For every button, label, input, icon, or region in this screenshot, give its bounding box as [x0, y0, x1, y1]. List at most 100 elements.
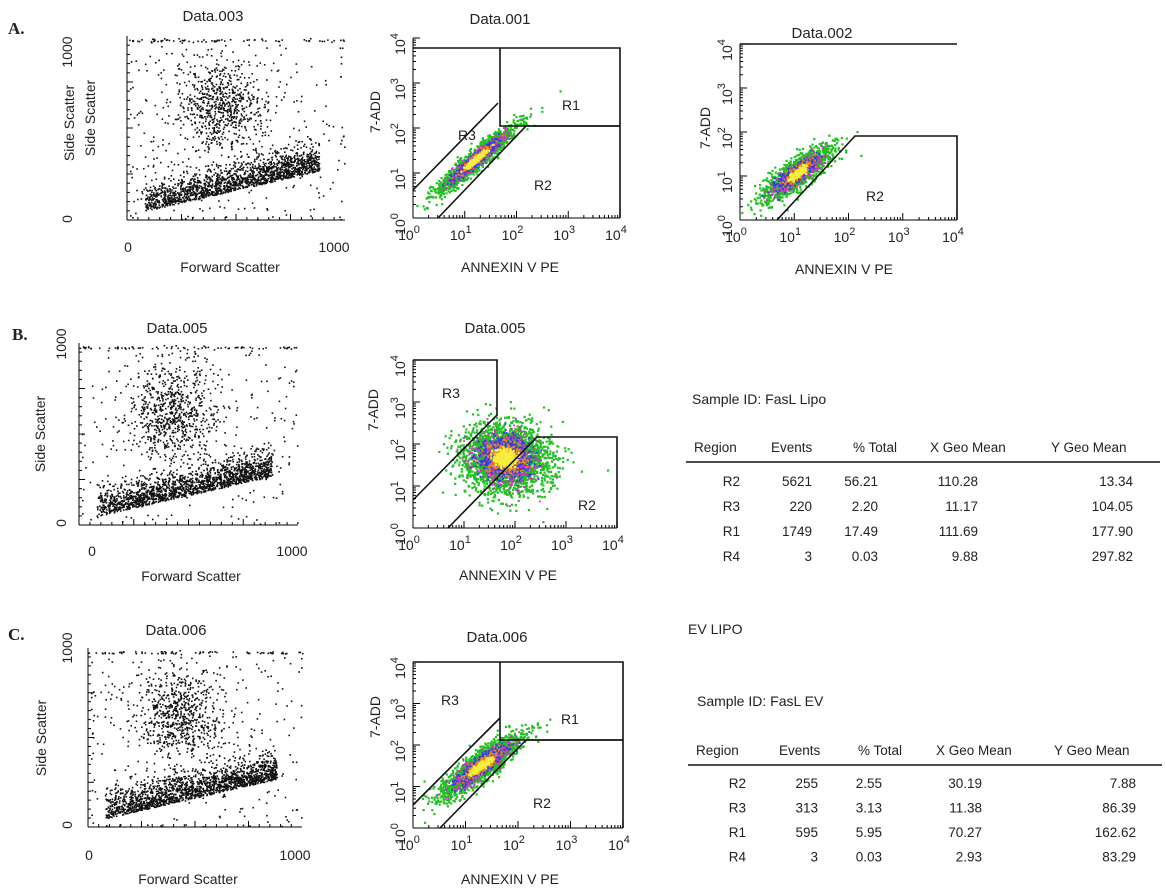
event-dot [215, 92, 217, 95]
event-dot [226, 59, 228, 61]
event-dot [298, 172, 301, 175]
density-event [438, 183, 441, 186]
event-dot [144, 63, 147, 66]
event-dot [173, 195, 176, 197]
event-dot [240, 168, 243, 170]
event-dot [211, 175, 214, 178]
event-dot [222, 87, 225, 89]
event-dot [228, 92, 231, 94]
event-dot [196, 114, 198, 116]
event-dot [191, 198, 194, 201]
event-dot [271, 177, 273, 179]
event-dot [271, 166, 273, 169]
event-dot [278, 40, 281, 43]
event-dot [140, 145, 142, 147]
event-dot [260, 125, 262, 128]
event-dot [311, 169, 313, 172]
event-dot [206, 109, 209, 112]
event-dot [287, 162, 289, 164]
event-dot [297, 170, 300, 172]
event-dot [182, 55, 185, 58]
event-dot [294, 160, 296, 162]
event-dot [190, 182, 192, 185]
event-dot [237, 175, 239, 178]
event-dot [210, 108, 213, 110]
event-dot [186, 193, 189, 195]
event-dot [202, 189, 205, 191]
event-dot [207, 102, 210, 105]
event-dot [177, 164, 180, 166]
event-dot [205, 174, 207, 176]
event-dot [164, 195, 166, 197]
event-dot [208, 95, 211, 97]
event-dot [205, 132, 208, 134]
event-dot [191, 123, 193, 126]
event-dot [188, 188, 191, 190]
density-event [435, 204, 438, 207]
event-dot [259, 175, 262, 178]
density-event [501, 136, 504, 139]
event-dot [318, 152, 320, 154]
event-dot [279, 81, 282, 83]
scatter-a-ylabel-2: Side Scatter [82, 80, 98, 157]
event-dot [287, 143, 290, 146]
event-dot [309, 38, 312, 40]
event-dot [238, 122, 240, 125]
density-event [487, 153, 490, 156]
event-dot [270, 175, 272, 177]
event-dot [285, 168, 287, 170]
event-dot [283, 162, 285, 164]
event-dot [285, 186, 288, 189]
event-dot [304, 165, 306, 168]
event-dot [171, 203, 174, 206]
event-dot [187, 73, 190, 76]
event-dot [133, 117, 136, 119]
event-dot [188, 103, 190, 105]
event-dot [258, 155, 260, 157]
event-dot [235, 174, 238, 177]
event-dot [230, 186, 232, 188]
event-dot [340, 63, 343, 65]
event-dot [162, 204, 165, 206]
event-dot [314, 170, 317, 173]
event-dot [229, 76, 231, 78]
event-dot [299, 177, 302, 179]
event-dot [180, 198, 183, 201]
event-dot [207, 97, 209, 100]
event-dot [297, 160, 299, 162]
event-dot [241, 181, 244, 183]
event-dot [234, 187, 236, 190]
event-dot [180, 120, 182, 122]
event-dot [213, 90, 215, 93]
event-dot [275, 170, 278, 172]
event-dot [137, 40, 139, 43]
event-dot [286, 147, 288, 150]
event-dot [221, 119, 223, 121]
event-dot [213, 128, 215, 130]
event-dot [196, 87, 198, 90]
event-dot [237, 68, 240, 71]
event-dot [164, 206, 166, 208]
event-dot [172, 186, 174, 188]
event-dot [207, 193, 210, 196]
event-dot [306, 162, 308, 165]
event-dot [276, 151, 279, 153]
density-event [501, 144, 503, 147]
event-dot [315, 156, 317, 158]
event-dot [220, 135, 223, 138]
event-dot [285, 154, 287, 157]
event-dot [201, 107, 204, 109]
event-dot [239, 122, 242, 124]
event-dot [241, 105, 243, 107]
event-dot [325, 123, 328, 126]
event-dot [300, 154, 303, 157]
event-dot [249, 163, 251, 166]
density-event [503, 137, 506, 140]
event-dot [201, 210, 204, 212]
event-dot [245, 89, 247, 91]
event-dot [263, 179, 266, 181]
event-dot [145, 194, 148, 197]
event-dot [211, 83, 214, 85]
event-dot [284, 92, 286, 94]
event-dot [312, 146, 314, 148]
